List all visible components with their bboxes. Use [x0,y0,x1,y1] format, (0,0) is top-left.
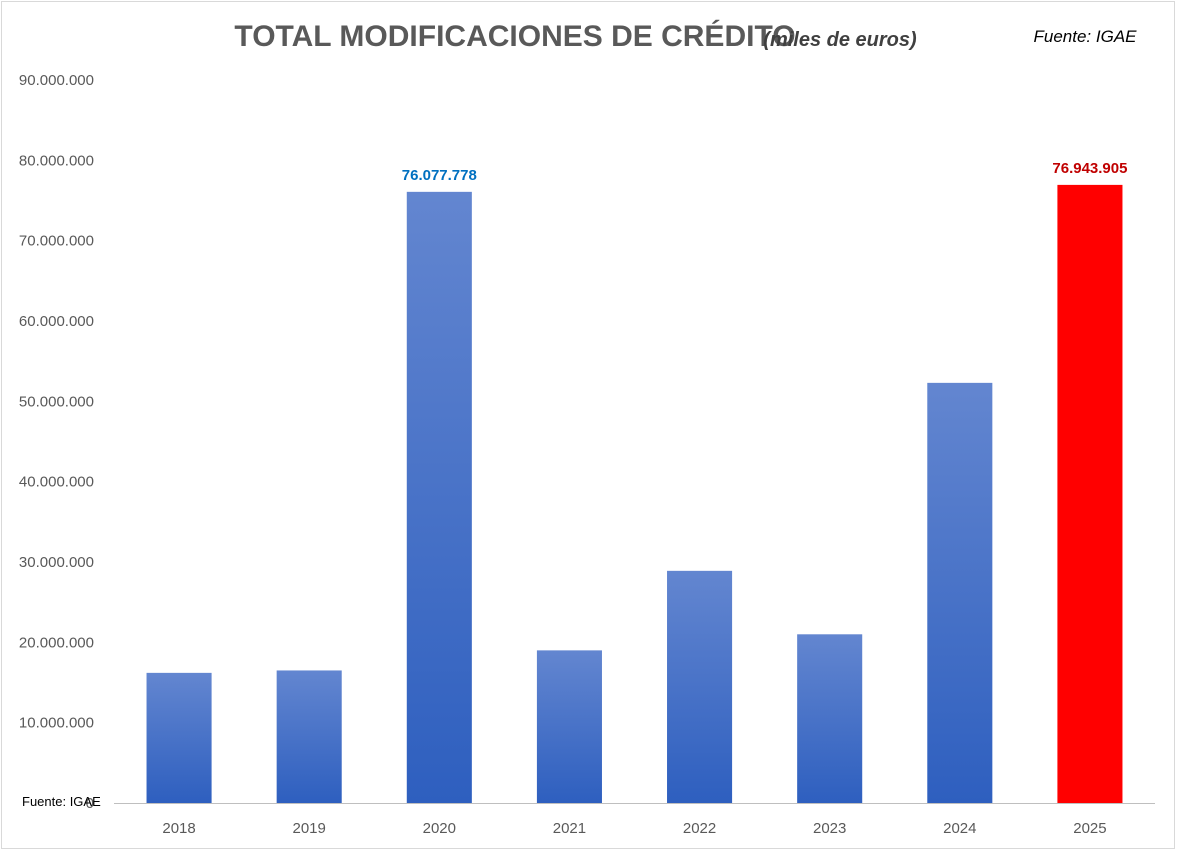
source-label: Fuente: IGAE [1034,27,1138,46]
y-tick-label: 10.000.000 [19,715,94,732]
x-tick-label: 2018 [162,820,195,837]
x-tick-label: 2019 [293,820,326,837]
x-tick-label: 2025 [1073,820,1106,837]
x-tick-label: 2024 [943,820,976,837]
y-tick-label: 60.000.000 [19,313,94,330]
chart-title: TOTAL MODIFICACIONES DE CRÉDITO [234,19,795,53]
x-tick-label: 2022 [683,820,716,837]
bar-2024 [927,382,993,803]
x-tick-label: 2023 [813,820,846,837]
chart-subtitle: (miles de euros) [763,29,917,51]
data-label: 76.077.778 [402,167,477,184]
y-tick-label: 40.000.000 [19,474,94,491]
y-tick-label: 90.000.000 [19,72,94,89]
bars [146,184,1123,803]
y-tick-label: 50.000.000 [19,393,94,410]
y-tick-label: 0 [86,795,94,812]
data-label: 76.943.905 [1052,160,1127,177]
y-tick-label: 80.000.000 [19,152,94,169]
bar-2025 [1057,184,1123,803]
y-axis: 0 10.000.000 20.000.000 30.000.000 40.000.00… [19,72,94,812]
footnote-source: Fuente: IGAE [22,794,101,809]
x-tick-label: 2021 [553,820,586,837]
bar-2021 [536,650,602,803]
data-labels: 76.077.778 76.943.905 [402,160,1128,184]
bar-2022 [667,570,733,803]
x-tick-label: 2020 [423,820,456,837]
bar-2019 [276,670,342,803]
y-tick-label: 20.000.000 [19,634,94,651]
bar-2023 [797,634,863,803]
y-tick-label: 30.000.000 [19,554,94,571]
bar-2020 [406,191,472,803]
y-tick-label: 70.000.000 [19,233,94,250]
x-axis: 2018 2019 2020 2021 2022 2023 2024 2025 [114,803,1155,837]
bar-2018 [146,672,212,803]
